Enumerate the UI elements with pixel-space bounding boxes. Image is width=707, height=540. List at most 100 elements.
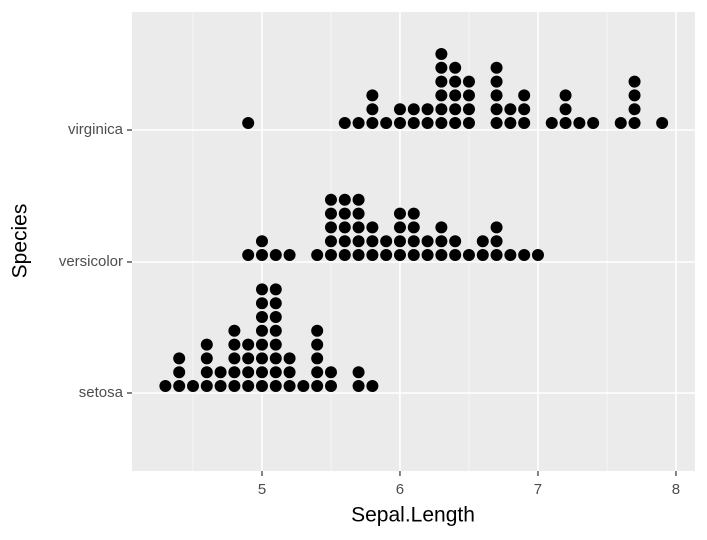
dot xyxy=(435,221,448,234)
dot xyxy=(311,249,324,261)
dot xyxy=(324,366,337,379)
dot xyxy=(366,117,379,129)
dot xyxy=(214,380,227,392)
dot xyxy=(324,235,337,248)
dot xyxy=(324,380,337,392)
dot xyxy=(338,249,351,261)
dot xyxy=(352,207,365,220)
dot xyxy=(476,249,489,261)
dot xyxy=(407,249,420,261)
dot xyxy=(269,311,282,323)
dot xyxy=(159,380,172,392)
dot xyxy=(366,89,379,102)
dot xyxy=(435,75,448,88)
dot xyxy=(393,235,406,248)
dot xyxy=(656,117,669,129)
dot xyxy=(255,235,268,248)
dot xyxy=(352,366,365,379)
dot xyxy=(449,89,462,102)
dot xyxy=(462,117,475,129)
dot xyxy=(269,249,282,261)
dot xyxy=(545,117,558,129)
dot xyxy=(269,380,282,392)
dot xyxy=(435,117,448,129)
y-tick-label: setosa xyxy=(79,384,124,401)
dot xyxy=(504,117,517,129)
dot xyxy=(435,48,448,60)
dot xyxy=(324,221,337,234)
y-axis-title: Species xyxy=(9,204,32,279)
dot xyxy=(269,352,282,365)
dot xyxy=(352,380,365,392)
dot xyxy=(449,117,462,129)
dot xyxy=(393,117,406,129)
dot xyxy=(435,103,448,116)
dot xyxy=(338,117,351,129)
dot xyxy=(255,311,268,323)
dot xyxy=(559,103,572,116)
dot xyxy=(242,366,255,379)
dot xyxy=(283,249,296,261)
dot xyxy=(269,283,282,296)
dot xyxy=(462,75,475,88)
dot xyxy=(283,352,296,365)
dot xyxy=(338,235,351,248)
dot xyxy=(366,235,379,248)
dot xyxy=(476,235,489,248)
dot xyxy=(449,75,462,88)
dot xyxy=(490,75,503,88)
dot xyxy=(200,366,213,379)
dot xyxy=(490,61,503,74)
dot xyxy=(449,103,462,116)
dot xyxy=(518,117,531,129)
dot xyxy=(242,338,255,351)
dot xyxy=(366,380,379,392)
x-tick-label: 6 xyxy=(396,481,404,498)
dot xyxy=(407,207,420,220)
dot xyxy=(587,117,600,129)
x-tick-label: 7 xyxy=(534,481,542,498)
dot xyxy=(311,324,324,337)
dot xyxy=(490,235,503,248)
dot xyxy=(462,89,475,102)
dot xyxy=(255,338,268,351)
dot xyxy=(628,89,641,102)
dot xyxy=(490,89,503,102)
x-tick-label: 8 xyxy=(672,481,680,498)
dot xyxy=(366,249,379,261)
dot xyxy=(504,249,517,261)
dot xyxy=(421,249,434,261)
dot xyxy=(311,380,324,392)
dot xyxy=(518,89,531,102)
dot xyxy=(449,249,462,261)
dot xyxy=(242,117,255,129)
dot xyxy=(214,366,227,379)
dot xyxy=(380,235,393,248)
dot xyxy=(393,249,406,261)
dot xyxy=(352,117,365,129)
dot xyxy=(311,338,324,351)
dot xyxy=(462,249,475,261)
dot xyxy=(449,61,462,74)
dot xyxy=(393,103,406,116)
dot xyxy=(352,221,365,234)
dot xyxy=(559,117,572,129)
dot xyxy=(269,338,282,351)
dot xyxy=(200,338,213,351)
dot xyxy=(242,249,255,261)
dot xyxy=(255,324,268,337)
dot xyxy=(228,352,241,365)
dot xyxy=(242,352,255,365)
dot xyxy=(380,249,393,261)
x-axis-title: Sepal.Length xyxy=(351,504,475,527)
dot xyxy=(393,221,406,234)
y-tick-label: versicolor xyxy=(59,253,123,270)
dot xyxy=(380,117,393,129)
dot xyxy=(283,380,296,392)
dot xyxy=(269,324,282,337)
dot xyxy=(255,297,268,310)
dot xyxy=(200,352,213,365)
dot xyxy=(173,366,186,379)
dot xyxy=(352,249,365,261)
